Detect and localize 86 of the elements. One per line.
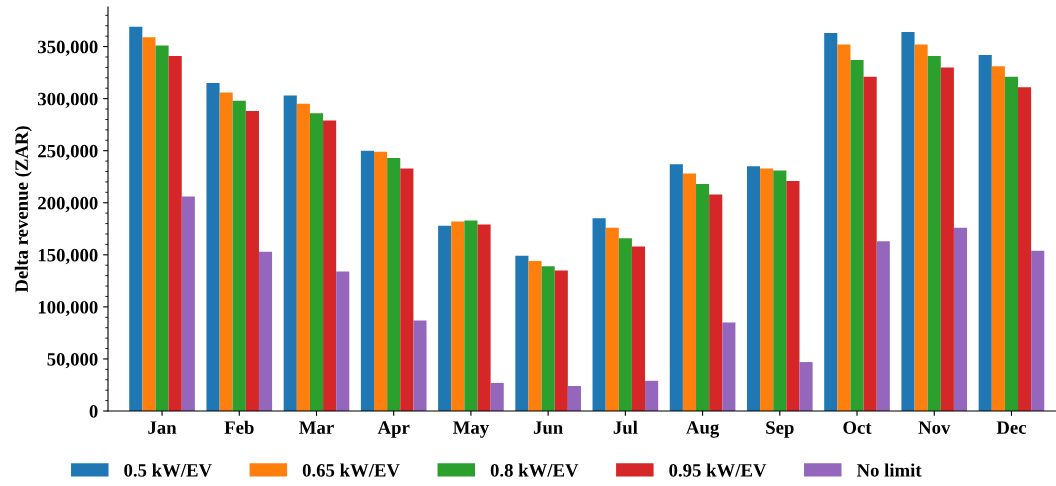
bar — [168, 55, 182, 411]
x-tick-label: May — [453, 421, 489, 438]
x-tick-label: Feb — [224, 420, 254, 434]
bar — [477, 224, 491, 411]
bar — [258, 251, 273, 411]
bar — [464, 220, 478, 411]
bar — [1004, 76, 1019, 411]
bar — [927, 55, 941, 411]
bar — [374, 151, 388, 411]
bar — [901, 31, 915, 411]
x-tick-label: Nov — [918, 421, 951, 434]
x-tick-label: Oct — [843, 421, 872, 434]
bar — [863, 76, 877, 411]
y-tick-label: 0 — [89, 405, 98, 418]
bar — [490, 382, 504, 411]
bar — [541, 266, 555, 411]
bar — [323, 120, 337, 411]
bar — [387, 157, 401, 411]
x-tick-label: Jan — [148, 421, 177, 434]
bar — [746, 166, 761, 411]
bar — [760, 168, 774, 411]
bar — [773, 170, 787, 411]
bar — [515, 255, 529, 411]
bar — [837, 44, 851, 411]
bar — [914, 44, 928, 411]
x-tick-label: Sep — [766, 421, 794, 438]
bar — [528, 261, 542, 411]
bar — [991, 66, 1005, 411]
x-tick-label: Mar — [299, 421, 334, 434]
bar — [155, 45, 169, 411]
bar — [142, 37, 156, 411]
bar — [631, 246, 646, 411]
bar — [181, 196, 195, 411]
legend-label: 0.8 kW/EV — [490, 463, 579, 477]
bar — [309, 113, 324, 411]
bar — [336, 271, 350, 411]
bar — [400, 168, 414, 411]
bar — [1018, 87, 1032, 411]
y-tick-label: 100,000 — [38, 300, 98, 317]
bar — [567, 386, 581, 411]
x-tick-label: Jul — [613, 420, 638, 434]
bar — [360, 150, 375, 411]
bar — [206, 83, 220, 411]
bar — [296, 103, 310, 411]
y-tick-label: 350,000 — [38, 40, 98, 56]
bar — [245, 111, 259, 411]
bar — [824, 33, 838, 411]
bar — [669, 164, 683, 411]
bar — [722, 322, 736, 411]
y-tick-label: 300,000 — [38, 92, 98, 109]
bar — [438, 225, 452, 411]
y-tick-label: 50,000 — [47, 352, 98, 369]
y-axis-title: Delta revenue (ZAR) — [14, 126, 32, 293]
bar — [232, 100, 246, 411]
bar — [605, 227, 619, 411]
y-tick-label: 150,000 — [38, 248, 98, 265]
bar — [219, 92, 233, 411]
bar — [682, 173, 697, 411]
bar — [709, 194, 723, 411]
y-tick-label: 250,000 — [38, 144, 98, 161]
bar — [451, 221, 465, 411]
legend-label: No limit — [856, 463, 922, 477]
x-tick-label: Jun — [533, 421, 563, 434]
bar — [799, 362, 813, 411]
bar — [696, 184, 710, 411]
legend-label: 0.65 kW/EV — [302, 463, 400, 477]
bar — [850, 60, 864, 411]
bar — [554, 270, 568, 411]
x-tick-label: Apr — [377, 421, 410, 438]
bar — [618, 238, 632, 411]
y-tick-label: 200,000 — [38, 196, 98, 213]
x-tick-label: Dec — [996, 421, 1027, 434]
bar — [978, 54, 992, 411]
bar — [940, 67, 954, 411]
bar — [592, 218, 606, 411]
bar — [786, 180, 800, 411]
bar — [129, 26, 143, 411]
legend-label: 0.95 kW/EV — [669, 463, 767, 477]
x-tick-label: Aug — [686, 421, 720, 438]
bar — [953, 227, 968, 411]
bar — [283, 95, 297, 411]
legend-label: 0.5 kW/EV — [124, 463, 212, 477]
bar — [876, 241, 890, 411]
bar — [1031, 250, 1045, 411]
bar — [645, 380, 659, 411]
bar — [413, 320, 427, 411]
